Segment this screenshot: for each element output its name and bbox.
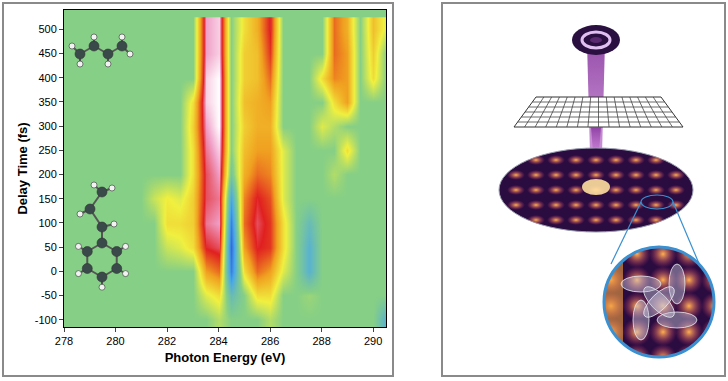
svg-text:300: 300 — [38, 120, 56, 132]
svg-text:500: 500 — [38, 23, 56, 35]
svg-text:-50: -50 — [41, 289, 57, 301]
svg-text:Photon Energy (eV): Photon Energy (eV) — [165, 350, 286, 365]
svg-text:250: 250 — [38, 144, 56, 156]
svg-text:450: 450 — [38, 47, 56, 59]
svg-text:278: 278 — [55, 335, 73, 347]
svg-text:50: 50 — [45, 241, 57, 253]
svg-text:290: 290 — [364, 335, 382, 347]
svg-text:282: 282 — [158, 335, 176, 347]
svg-text:150: 150 — [38, 193, 56, 205]
svg-text:350: 350 — [38, 96, 56, 108]
svg-text:288: 288 — [312, 335, 330, 347]
svg-text:200: 200 — [38, 168, 56, 180]
svg-text:286: 286 — [261, 335, 279, 347]
svg-text:284: 284 — [209, 335, 227, 347]
svg-text:100: 100 — [38, 217, 56, 229]
svg-text:-100: -100 — [35, 314, 57, 326]
svg-text:400: 400 — [38, 72, 56, 84]
svg-text:280: 280 — [106, 335, 124, 347]
svg-text:Delay Time (fs): Delay Time (fs) — [15, 122, 30, 214]
svg-text:0: 0 — [51, 265, 57, 277]
